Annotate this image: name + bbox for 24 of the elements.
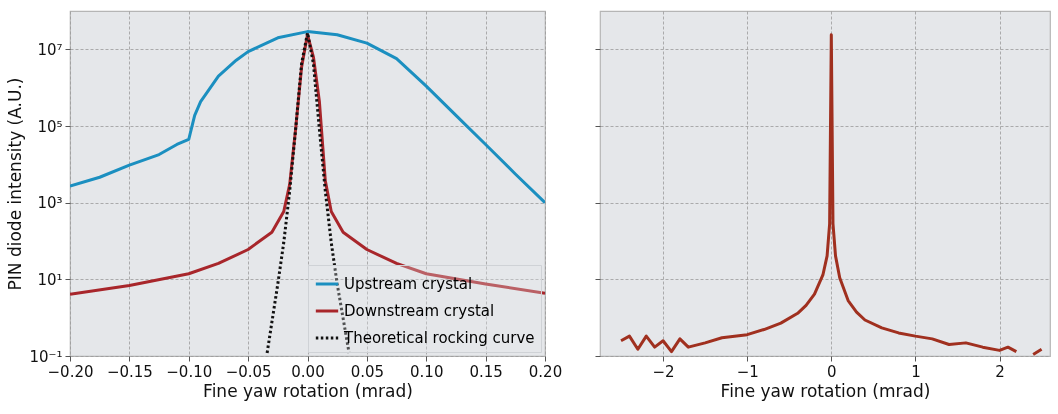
y-tick-label: 10³ [37, 194, 63, 213]
line-series [70, 30, 545, 205]
x-tick-label: 0.10 [410, 362, 444, 381]
x-tick-label: 2 [995, 362, 1005, 381]
y-tick-label: 10¹ [37, 270, 63, 289]
x-tick-label: −2 [652, 362, 675, 381]
x-tick-label: −0.05 [225, 362, 272, 381]
x-tick-label: 1 [911, 362, 921, 381]
x-tick-label: 0 [827, 362, 837, 381]
x-axis-title: Fine yaw rotation (mrad) [720, 380, 931, 401]
x-axis-title: Fine yaw rotation (mrad) [203, 380, 413, 401]
x-tick-label: 0.00 [291, 362, 325, 381]
x-tick-label: 0.15 [469, 362, 503, 381]
x-tick-label: 0.20 [528, 362, 563, 381]
y-tick-label: 10⁷ [37, 40, 63, 59]
legend-label: Upstream crystal [344, 275, 473, 293]
y-axis-title: PIN diode intensity (A.U.) [5, 77, 26, 291]
x-tick-label: −0.15 [106, 362, 153, 381]
y-tick-label: 10⁵ [37, 117, 63, 136]
x-tick-label: −1 [736, 362, 759, 381]
legend-label: Theoretical rocking curve [343, 329, 535, 347]
x-tick-label: 0.05 [350, 362, 385, 381]
legend-label: Downstream crystal [344, 302, 495, 320]
x-tick-label: −0.10 [166, 362, 213, 381]
